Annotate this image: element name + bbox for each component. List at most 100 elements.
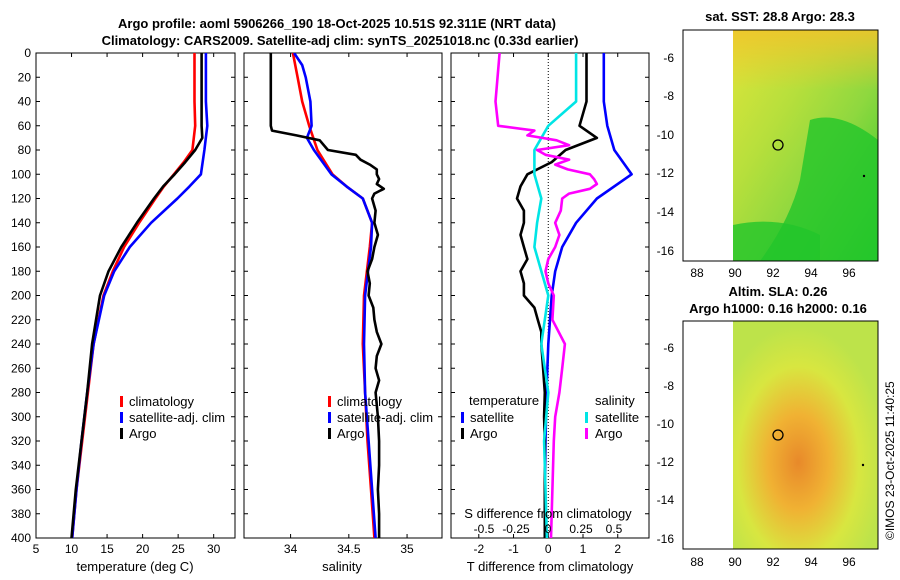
- s-tick-label: 0.25: [569, 522, 593, 536]
- temperature-axis-label: temperature (deg C): [76, 559, 193, 574]
- legend-swatch-salinity-satellite: [585, 412, 588, 423]
- depth-tick-label: 300: [11, 410, 31, 424]
- sst-map-title: sat. SST: 28.8 Argo: 28.3: [705, 9, 855, 24]
- legend-swatch-salinity-argo: [585, 428, 588, 439]
- temperature-x-tick-label: 5: [33, 542, 40, 556]
- legend-swatch-temperature-argo: [461, 428, 464, 439]
- map-tick: -6: [663, 51, 674, 65]
- legend-swatch-argo: [120, 428, 123, 439]
- salinity-x-tick-label: 34: [284, 542, 298, 556]
- salinity-panel-frame: [243, 52, 443, 539]
- depth-tick-label: 80: [18, 143, 32, 157]
- legend-swatch-climatology: [328, 396, 331, 407]
- temperature-legend: climatology satellite-adj. clim Argo: [120, 394, 225, 441]
- legend-label-salinity-satellite: satellite: [595, 410, 639, 425]
- depth-tick-label: 340: [11, 458, 31, 472]
- profile-lines: [70, 53, 633, 538]
- legend-swatch-temperature-satellite: [461, 412, 464, 423]
- map-tick: 88: [690, 266, 704, 280]
- depth-tick-label: 280: [11, 386, 31, 400]
- difference-x-tick-label: -2: [473, 542, 484, 556]
- legend-label-satellite: satellite-adj. clim: [337, 410, 433, 425]
- series-line-argo: [269, 53, 386, 538]
- figure-title-line-1: Argo profile: aoml 5906266_190 18-Oct-20…: [118, 16, 556, 31]
- map-tick: 90: [728, 555, 742, 569]
- map-tick: 88: [690, 555, 704, 569]
- depth-tick-label: 160: [11, 240, 31, 254]
- depth-tick-label: 20: [18, 70, 32, 84]
- sst-map-ticks: -6 -8 -10 -12 -14 -16 88 90 92 94 96: [657, 51, 856, 280]
- legend-label-temperature-satellite: satellite: [470, 410, 514, 425]
- temperature-x-tick-label: 25: [171, 542, 185, 556]
- legend-label-salinity-argo: Argo: [595, 426, 622, 441]
- series-line-satellite-adj-clim: [293, 53, 377, 538]
- map-tick: -10: [657, 128, 675, 142]
- depth-tick-label: 60: [18, 119, 32, 133]
- difference-panel-frame: [450, 52, 650, 539]
- legend-label-satellite: satellite-adj. clim: [129, 410, 225, 425]
- map-tick: 94: [804, 266, 818, 280]
- map-tick: 96: [842, 555, 856, 569]
- difference-x-tick-label: 0: [545, 542, 552, 556]
- legend-label-temperature-argo: Argo: [470, 426, 497, 441]
- series-line-temperature-argo: [515, 53, 599, 538]
- salinity-x-tick-label: 35: [400, 542, 414, 556]
- map-tick: 92: [766, 555, 780, 569]
- depth-tick-label: 0: [24, 46, 31, 60]
- temperature-x-tick-label: 20: [136, 542, 150, 556]
- depth-tick-label: 200: [11, 289, 31, 303]
- s-tick-label: 0.5: [606, 522, 623, 536]
- difference-x-tick-label: 1: [580, 542, 587, 556]
- s-tick-label: -0.5: [474, 522, 495, 536]
- series-line-salinity-argo: [494, 53, 599, 538]
- sla-map-title: Altim. SLA: 0.26: [729, 284, 828, 299]
- depth-tick-label: 320: [11, 434, 31, 448]
- series-line-salinity-satellite: [533, 53, 578, 538]
- map-tick: -14: [657, 493, 675, 507]
- depth-tick-label: 260: [11, 361, 31, 375]
- salinity-series-group: [269, 53, 386, 538]
- sla-field: [733, 321, 878, 549]
- imos-credit: ©IMOS 23-Oct-2025 11:40:25: [883, 381, 897, 540]
- sst-map: [682, 29, 879, 262]
- map-tick: -12: [657, 455, 675, 469]
- map-tick: -16: [657, 244, 675, 258]
- legend-swatch-climatology: [120, 396, 123, 407]
- map-tick: 90: [728, 266, 742, 280]
- map-tick: -8: [663, 379, 674, 393]
- s-tick-label: 0: [545, 522, 552, 536]
- salinity-x-tick-label: 34.5: [337, 542, 361, 556]
- temperature-x-tick-label: 15: [100, 542, 114, 556]
- s-tick-label: -0.25: [502, 522, 530, 536]
- map-tick: 94: [804, 555, 818, 569]
- map-tick: -6: [663, 341, 674, 355]
- depth-tick-label: 360: [11, 483, 31, 497]
- figure-title-line-2: Climatology: CARS2009. Satellite-adj cli…: [102, 33, 579, 48]
- temperature-panel-frame: [35, 52, 236, 539]
- t-difference-axis-label: T difference from climatology: [467, 559, 634, 574]
- legend-title-temperature: temperature: [469, 393, 539, 408]
- legend-swatch-satellite: [328, 412, 331, 423]
- legend-label-climatology: climatology: [337, 394, 403, 409]
- depth-tick-label: 120: [11, 192, 31, 206]
- map-tick: -14: [657, 205, 675, 219]
- sla-map-subtitle: Argo h1000: 0.16 h2000: 0.16: [689, 301, 867, 316]
- temperature-series-group: [70, 53, 209, 538]
- sla-map-ticks: -6 -8 -10 -12 -14 -16 88 90 92 94 96: [657, 341, 856, 569]
- legend-label-climatology: climatology: [129, 394, 195, 409]
- depth-tick-label: 400: [11, 531, 31, 545]
- depth-tick-label: 240: [11, 337, 31, 351]
- difference-x-tick-label: 2: [614, 542, 621, 556]
- map-tick: 92: [766, 266, 780, 280]
- map-tick: -10: [657, 417, 675, 431]
- map-tick: -16: [657, 532, 675, 546]
- temperature-x-tick-label: 10: [65, 542, 79, 556]
- series-line-argo: [70, 53, 204, 538]
- argo-location-marker: [772, 429, 784, 441]
- map-tick: -12: [657, 166, 675, 180]
- difference-legend: temperature satellite Argo salinity sate…: [461, 393, 639, 441]
- legend-label-argo: Argo: [129, 426, 156, 441]
- depth-tick-label: 380: [11, 507, 31, 521]
- salinity-legend: climatology satellite-adj. clim Argo: [328, 394, 433, 441]
